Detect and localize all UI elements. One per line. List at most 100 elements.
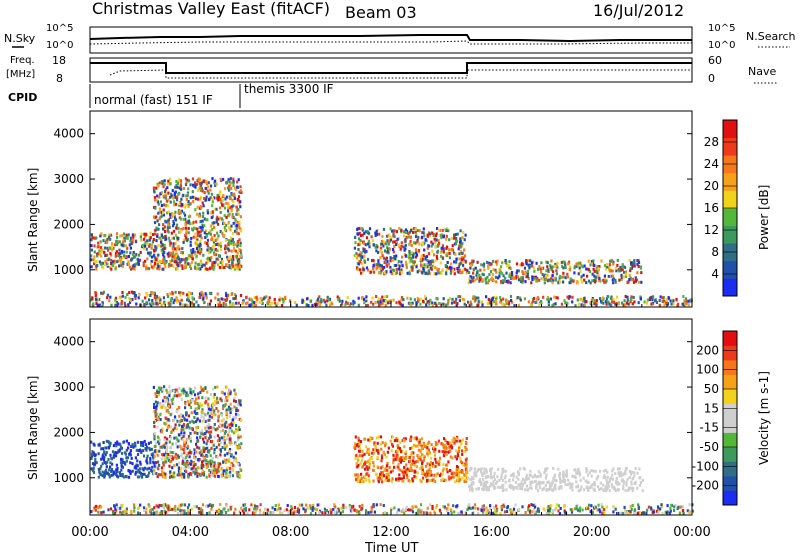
power-echo-cell bbox=[116, 304, 118, 307]
power-echo-cell bbox=[158, 267, 160, 270]
velocity-echo-cell bbox=[502, 468, 504, 471]
power-echo-cell bbox=[158, 196, 160, 199]
power-echo-cell bbox=[640, 281, 642, 284]
power-echo-cell bbox=[163, 203, 165, 206]
power-colorbar-ticklabel: 28 bbox=[704, 135, 719, 149]
power-echo-cell bbox=[445, 272, 447, 275]
velocity-echo-cell bbox=[375, 446, 377, 449]
velocity-echo-cell bbox=[226, 466, 228, 469]
velocity-echo-cell bbox=[368, 474, 370, 477]
velocity-echo-cell bbox=[413, 475, 415, 478]
power-echo-cell bbox=[569, 281, 571, 284]
velocity-echo-cell bbox=[356, 462, 358, 465]
power-echo-cell bbox=[372, 259, 374, 262]
velocity-echo-cell bbox=[190, 388, 192, 391]
power-echo-cell bbox=[456, 258, 458, 261]
velocity-echo-cell bbox=[392, 454, 394, 457]
velocity-echo-cell bbox=[216, 386, 218, 389]
velocity-echo-cell bbox=[218, 443, 220, 446]
velocity-echo-cell bbox=[134, 443, 136, 446]
power-echo-cell bbox=[618, 279, 620, 282]
velocity-echo-cell bbox=[98, 444, 100, 447]
power-echo-cell bbox=[173, 200, 175, 203]
velocity-echo-cell bbox=[579, 473, 581, 476]
velocity-echo-cell bbox=[214, 400, 216, 403]
velocity-echo-cell bbox=[360, 440, 362, 443]
velocity-echo-cell bbox=[237, 463, 239, 466]
power-echo-cell bbox=[197, 178, 199, 181]
velocity-echo-cell bbox=[224, 422, 226, 425]
velocity-echo-cell bbox=[228, 424, 230, 427]
power-echo-cell bbox=[199, 296, 201, 299]
velocity-echo-cell bbox=[363, 453, 365, 456]
power-echo-cell bbox=[174, 242, 176, 245]
velocity-echo-cell bbox=[235, 430, 237, 433]
power-echo-cell bbox=[464, 303, 466, 306]
power-echo-cell bbox=[479, 269, 481, 272]
velocity-echo-cell bbox=[365, 478, 367, 481]
freq-tick-top: 18 bbox=[52, 54, 66, 67]
power-echo-cell bbox=[465, 260, 467, 263]
power-echo-cell bbox=[172, 196, 174, 199]
power-echo-cell bbox=[621, 268, 623, 271]
power-echo-cell bbox=[190, 241, 192, 244]
velocity-echo-cell bbox=[430, 479, 432, 482]
velocity-echo-cell bbox=[183, 448, 185, 451]
power-echo-cell bbox=[518, 304, 520, 307]
power-echo-cell bbox=[495, 280, 497, 283]
velocity-echo-cell bbox=[230, 411, 232, 414]
power-echo-cell bbox=[227, 248, 229, 251]
power-echo-cell bbox=[554, 277, 556, 280]
velocity-echo-cell bbox=[454, 442, 456, 445]
velocity-echo-cell bbox=[98, 452, 100, 455]
power-echo-cell bbox=[538, 303, 540, 306]
power-echo-cell bbox=[222, 199, 224, 202]
power-echo-cell bbox=[434, 302, 436, 305]
velocity-echo-cell bbox=[231, 424, 233, 427]
power-echo-cell bbox=[613, 278, 615, 281]
power-echo-cell bbox=[220, 261, 222, 264]
velocity-echo-cell bbox=[166, 429, 168, 432]
velocity-echo-cell bbox=[180, 413, 182, 416]
power-echo-cell bbox=[202, 254, 204, 257]
velocity-echo-cell bbox=[594, 489, 596, 492]
power-echo-cell bbox=[354, 247, 356, 250]
velocity-echo-cell bbox=[406, 476, 408, 479]
power-echo-cell bbox=[455, 298, 457, 301]
velocity-echo-cell bbox=[632, 477, 634, 480]
power-echo-cell bbox=[373, 243, 375, 246]
velocity-echo-cell bbox=[214, 413, 216, 416]
power-echo-cell bbox=[628, 278, 630, 281]
velocity-echo-cell bbox=[627, 478, 629, 481]
power-colorbar-swatch bbox=[723, 120, 737, 138]
velocity-echo-cell bbox=[167, 453, 169, 456]
power-echo-cell bbox=[455, 237, 457, 240]
power-echo-cell bbox=[371, 235, 373, 238]
power-echo-cell bbox=[393, 229, 395, 232]
velocity-echo-cell bbox=[525, 476, 527, 479]
velocity-echo-cell bbox=[128, 453, 130, 456]
power-echo-cell bbox=[208, 251, 210, 254]
power-echo-cell bbox=[195, 301, 197, 304]
power-echo-cell bbox=[398, 227, 400, 230]
power-echo-cell bbox=[580, 298, 582, 301]
power-echo-cell bbox=[327, 296, 329, 299]
velocity-echo-cell bbox=[611, 486, 613, 489]
velocity-echo-cell bbox=[176, 420, 178, 423]
power-echo-cell bbox=[442, 229, 444, 232]
velocity-echo-cell bbox=[214, 423, 216, 426]
power-echo-cell bbox=[94, 251, 96, 254]
power-echo-cell bbox=[195, 220, 197, 223]
velocity-echo-cell bbox=[486, 476, 488, 479]
velocity-echo-cell bbox=[465, 458, 467, 461]
velocity-echo-cell bbox=[147, 455, 149, 458]
power-echo-cell bbox=[211, 238, 213, 241]
velocity-echo-cell bbox=[103, 476, 105, 479]
velocity-echo-cell bbox=[217, 475, 219, 478]
velocity-echo-cell bbox=[376, 436, 378, 439]
power-echo-cell bbox=[404, 249, 406, 252]
velocity-echo-cell bbox=[176, 410, 178, 413]
power-echo-cell bbox=[228, 239, 230, 242]
power-echo-cell bbox=[115, 240, 117, 243]
velocity-echo-cell bbox=[438, 460, 440, 463]
